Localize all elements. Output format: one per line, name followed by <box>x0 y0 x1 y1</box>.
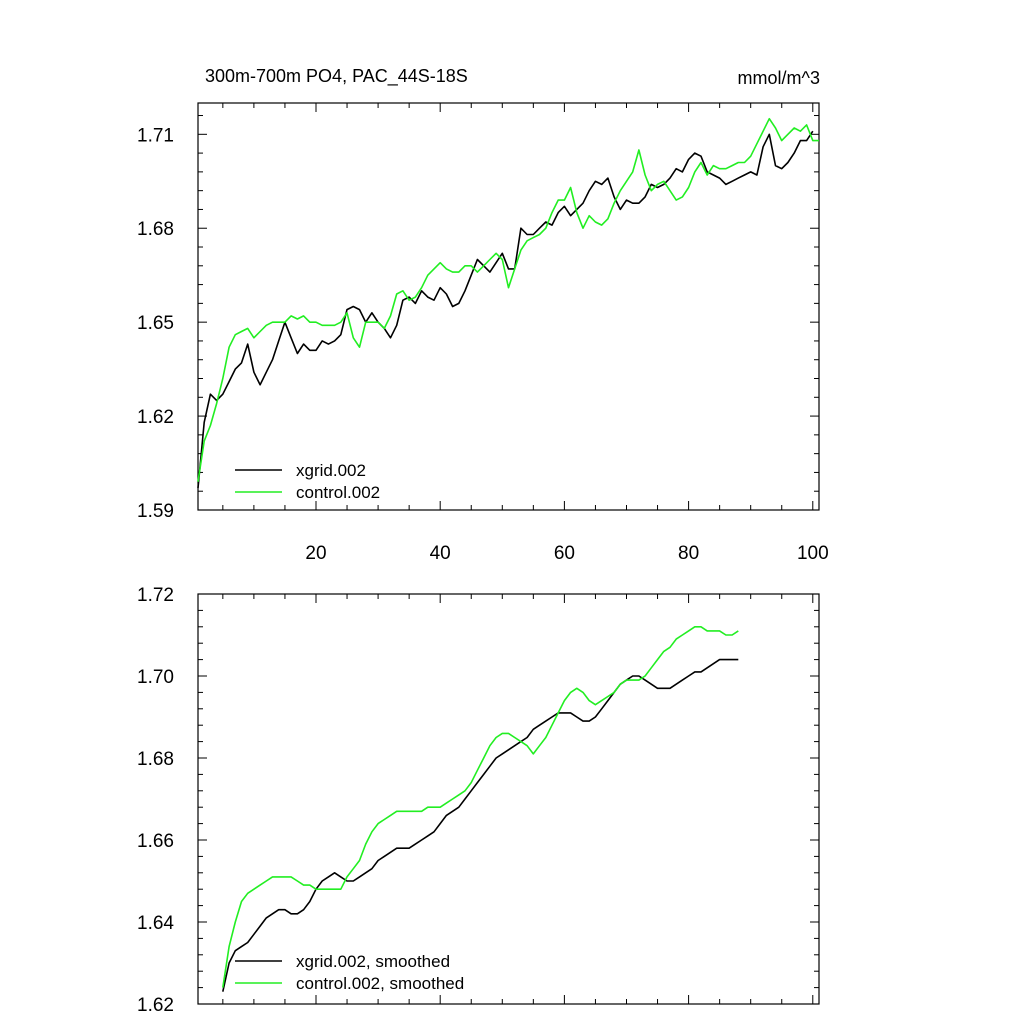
top-chart-title: 300m-700m PO4, PAC_44S-18S <box>205 66 468 87</box>
legend-label-xgrid-smoothed: xgrid.002, smoothed <box>296 952 450 971</box>
top-chart-units: mmol/m^3 <box>738 68 820 88</box>
bottom-plot-frame <box>197 593 820 1005</box>
y-tick-label: 1.62 <box>137 407 174 428</box>
y-tick-label: 1.65 <box>137 313 174 334</box>
x-tick-label: 60 <box>554 543 575 564</box>
y-tick-label: 1.66 <box>137 831 174 852</box>
y-tick-label: 1.62 <box>137 995 174 1016</box>
x-tick-label: 20 <box>305 543 326 564</box>
bottom-series <box>222 625 739 992</box>
top-plot-frame <box>197 102 820 511</box>
bottom-ticks: 1.62 1.64 1.66 1.68 1.70 1.72 <box>137 585 819 1016</box>
x-tick-label: 40 <box>430 543 451 564</box>
legend-label-control: control.002 <box>296 483 380 502</box>
y-tick-label: 1.71 <box>137 125 174 146</box>
y-tick-label: 1.64 <box>137 913 174 934</box>
bottom-panel: 1.62 1.64 1.66 1.68 1.70 1.72 xgrid.002, smoo… <box>137 585 820 1016</box>
top-panel: 300m-700m PO4, PAC_44S-18S mmol/m^3 20 40… <box>137 66 829 564</box>
legend-label-control-smoothed: control.002, smoothed <box>296 974 464 993</box>
series-line-control <box>197 117 819 482</box>
legend-label-xgrid: xgrid.002 <box>296 461 366 480</box>
bottom-legend: xgrid.002, smoothed control.002, smoothe… <box>235 952 464 993</box>
top-legend: xgrid.002 control.002 <box>235 461 380 502</box>
x-tick-label: 80 <box>678 543 699 564</box>
y-tick-label: 1.59 <box>137 501 174 522</box>
y-tick-label: 1.68 <box>137 749 174 770</box>
y-tick-label: 1.72 <box>137 585 174 606</box>
series-line-xgrid <box>197 130 814 489</box>
y-tick-label: 1.68 <box>137 219 174 240</box>
x-tick-label: 100 <box>797 543 829 564</box>
series-line-xgrid <box>222 658 739 992</box>
top-series <box>197 117 819 489</box>
top-ticks: 20 40 60 80 100 1.59 1.62 1.65 1.68 1.71 <box>137 103 829 564</box>
series-line-control <box>222 625 739 988</box>
y-tick-label: 1.70 <box>137 667 174 688</box>
